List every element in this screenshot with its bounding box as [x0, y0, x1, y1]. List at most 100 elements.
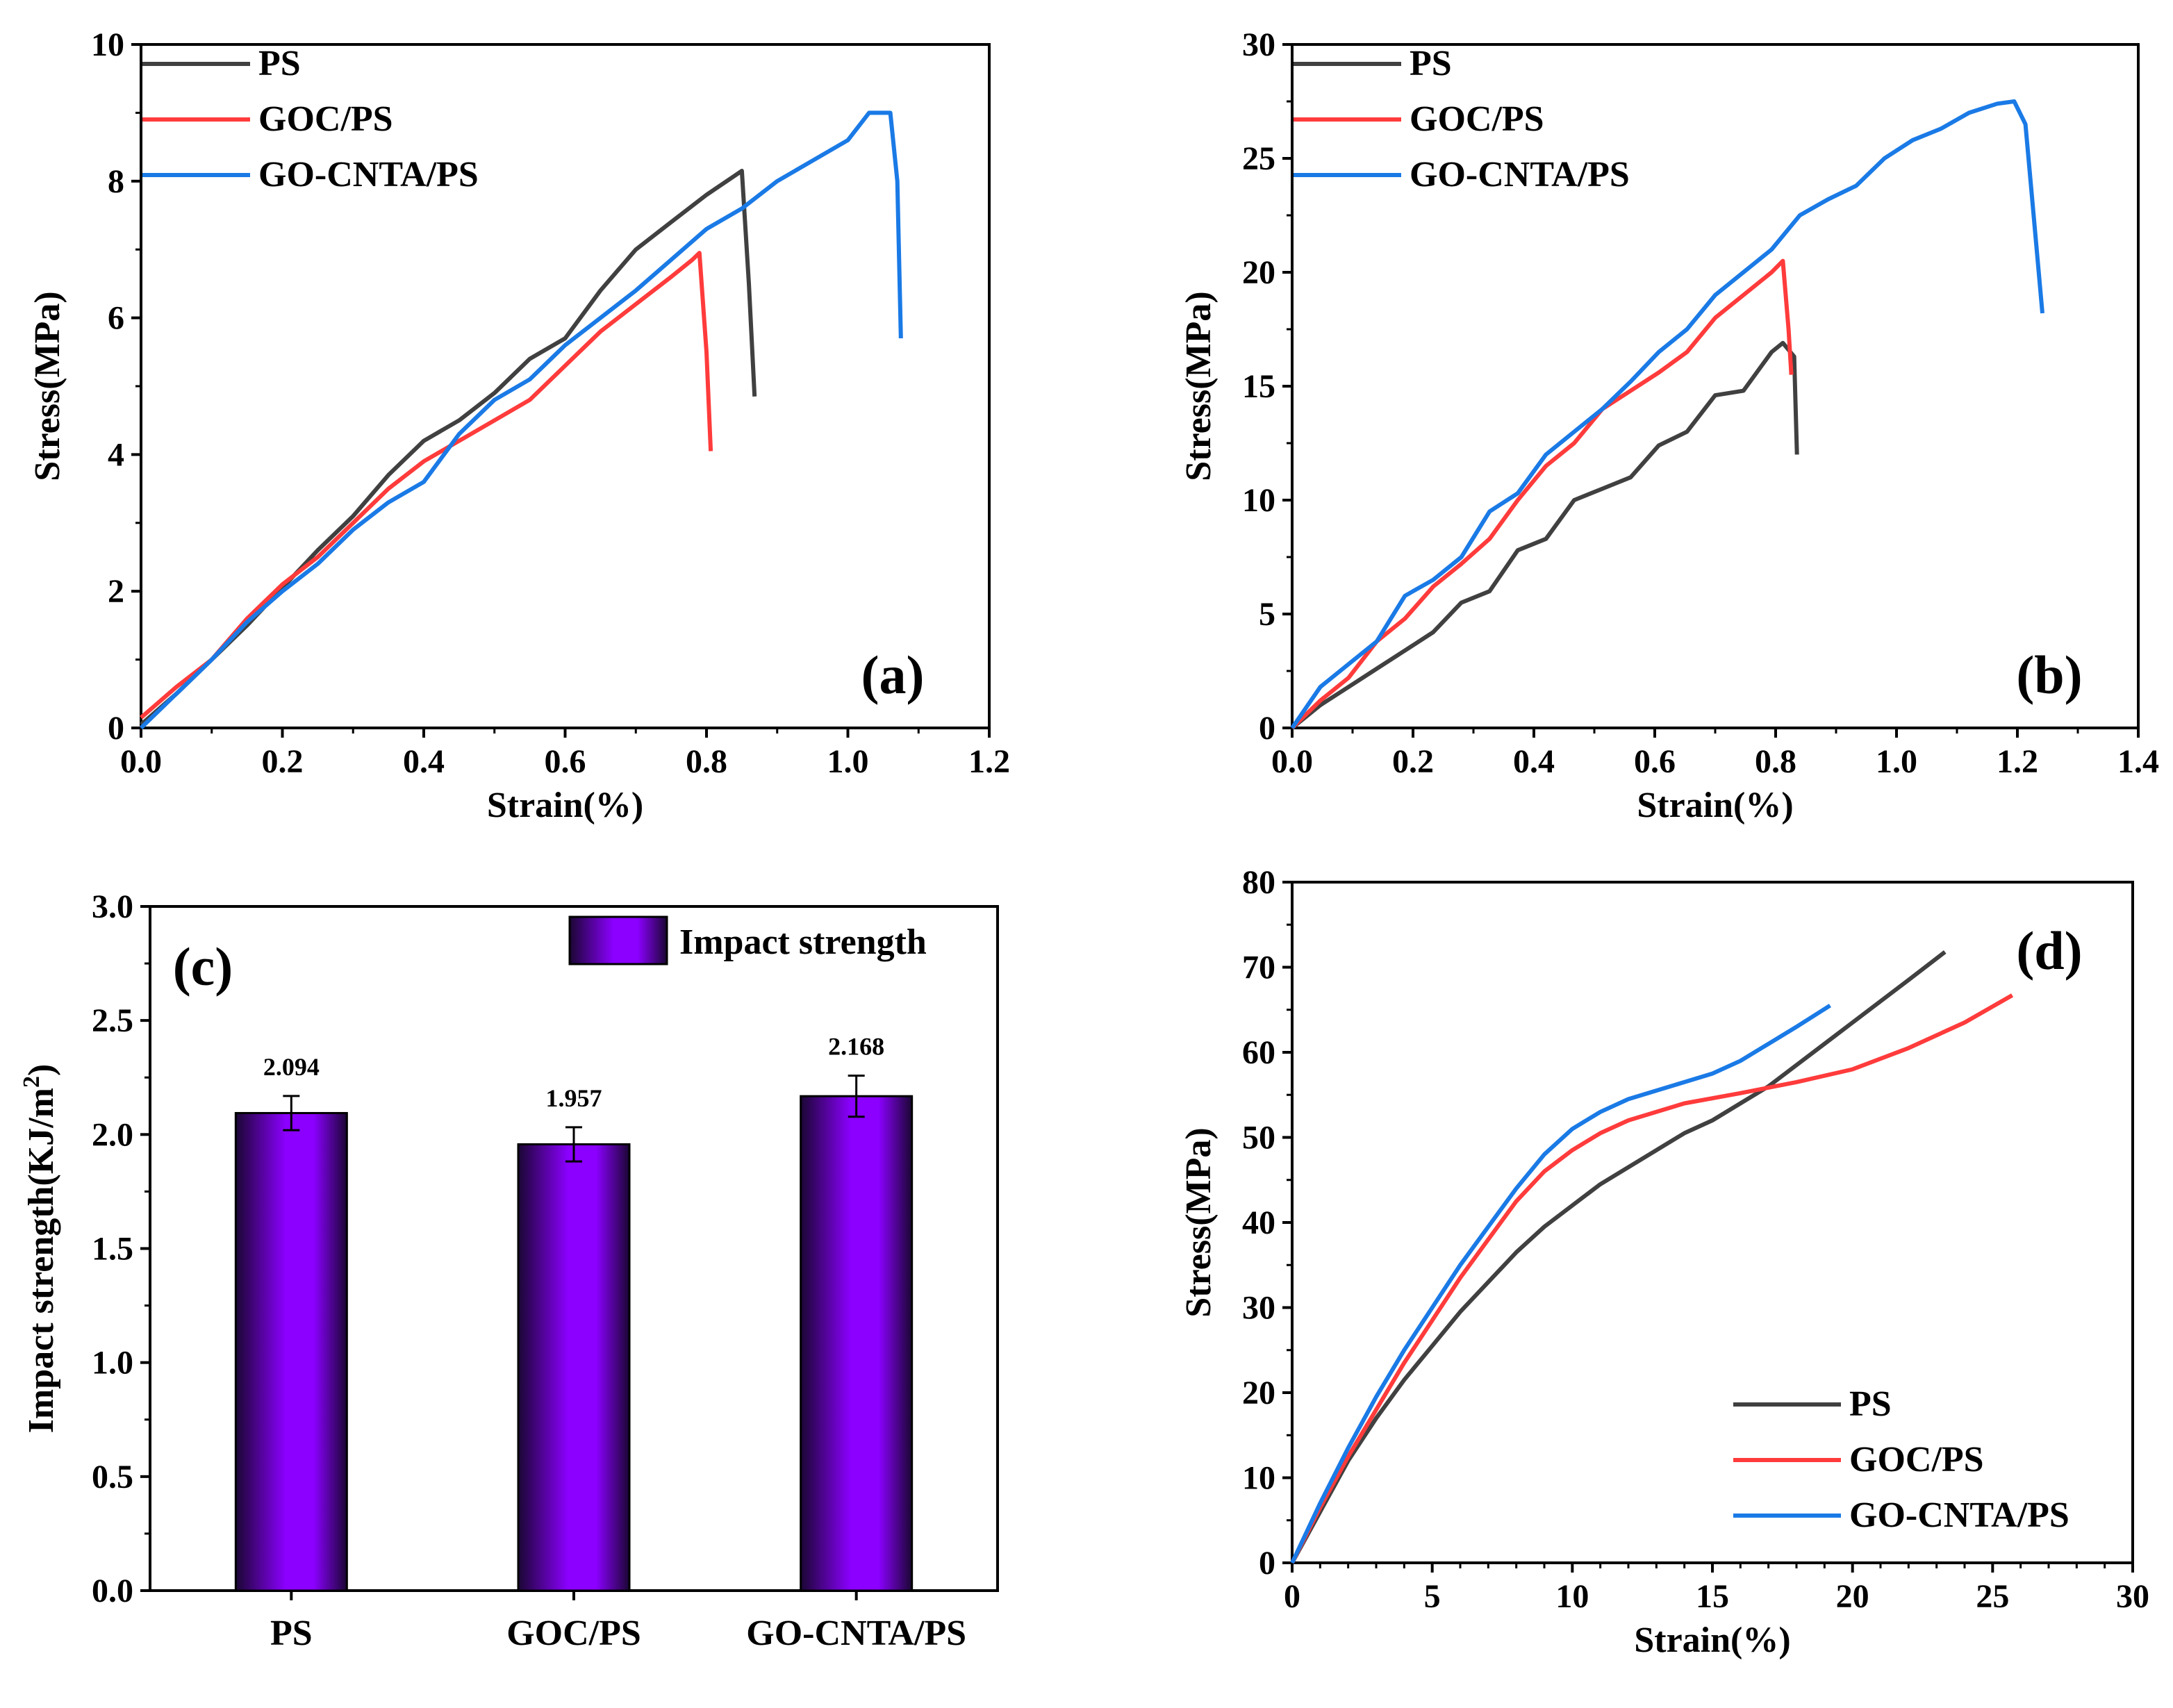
- y-axis-label: Stress(MPa): [28, 291, 67, 481]
- legend-label: Impact strength: [679, 922, 927, 962]
- x-tick-label: 0.8: [686, 743, 727, 780]
- y-tick-label: 30: [1242, 26, 1275, 63]
- bar-value-label: 2.168: [828, 1033, 884, 1061]
- bar: [234, 1111, 348, 1592]
- x-axis-label: Strain(%): [487, 786, 643, 825]
- x-tick-label: 0.6: [1634, 743, 1676, 780]
- y-tick-label: 30: [1242, 1290, 1275, 1327]
- x-tick-label: 0: [1284, 1578, 1300, 1615]
- y-tick-label: 0.5: [92, 1459, 133, 1495]
- series-line-go-cnta-ps: [1290, 99, 2044, 729]
- panel-a-stress-strain: 0.0 0.2 0.4 0.6 0.8 1.0 1.2 0 2 4 6 8 10 Strain(%) Str…: [28, 26, 1010, 825]
- legend-label: GOC/PS: [1849, 1440, 1984, 1479]
- y-axis-label: Stress(MPa): [1179, 291, 1218, 481]
- plot-frame: [1291, 881, 2134, 1564]
- series-line-goc-ps: [1290, 993, 2014, 1564]
- y-tick-label: 2.0: [92, 1116, 133, 1153]
- plot-frame: [1291, 43, 2140, 729]
- plot-frame: [140, 43, 991, 729]
- y-axis-label: Impact strength(KJ/m2): [19, 1064, 61, 1434]
- y-tick-label: 15: [1242, 368, 1275, 405]
- y-tick-label: 20: [1242, 254, 1275, 291]
- y-tick-label: 70: [1242, 950, 1275, 986]
- x-tick-label: 20: [1836, 1578, 1869, 1615]
- y-tick-label: 2.5: [92, 1002, 133, 1039]
- y-tick-label: 5: [1259, 596, 1275, 633]
- legend-label: PS: [1410, 44, 1452, 83]
- x-tick-label: 1.0: [827, 743, 869, 780]
- x-tick-label: 0.6: [545, 743, 586, 780]
- legend-label: GOC/PS: [258, 99, 393, 139]
- y-tick-label: 2: [108, 573, 124, 610]
- series-line-go-cnta-ps: [1290, 1004, 1832, 1564]
- x-tick-label: 25: [1976, 1578, 2009, 1615]
- panel-label: (d): [2016, 920, 2082, 981]
- x-tick-label: 0.8: [1755, 743, 1796, 780]
- x-category-label: GOC/PS: [506, 1614, 641, 1653]
- x-category-label: PS: [270, 1614, 313, 1653]
- x-tick-label: 0.0: [120, 743, 162, 780]
- y-axis-label-sup: 2: [19, 1076, 44, 1088]
- y-axis-label-main: Impact strength(KJ/m: [22, 1088, 61, 1433]
- y-tick-label: 25: [1242, 140, 1275, 177]
- y-tick-label: 0: [1259, 710, 1275, 747]
- bar: [517, 1143, 631, 1592]
- bar-value-label: 2.094: [263, 1053, 320, 1081]
- x-tick-label: 30: [2116, 1578, 2149, 1615]
- y-tick-label: 1.0: [92, 1345, 133, 1382]
- y-axis-label: Stress(MPa): [1179, 1127, 1218, 1317]
- series-line-ps: [1291, 340, 1799, 730]
- y-tick-label: 10: [1242, 482, 1275, 519]
- bar: [800, 1095, 914, 1592]
- x-tick-label: 0.0: [1271, 743, 1313, 780]
- panel-d-stress-strain: 0 5 10 15 20 25 30 0 10 20 30 40 50 60 70 80 Strain(%) St…: [1179, 864, 2149, 1660]
- legend-label: GO-CNTA/PS: [1410, 155, 1630, 194]
- legend-swatch: [568, 915, 668, 965]
- y-tick-label: 6: [108, 300, 124, 337]
- y-tick-label: 50: [1242, 1120, 1275, 1156]
- series-line-goc-ps: [140, 251, 713, 720]
- y-tick-label: 0: [108, 710, 124, 747]
- series-line-goc-ps: [1290, 258, 1794, 730]
- y-tick-label: 10: [91, 26, 124, 63]
- x-axis-label: Strain(%): [1637, 786, 1793, 825]
- x-tick-label: 0.4: [403, 743, 445, 780]
- y-tick-label: 1.5: [92, 1231, 133, 1268]
- panel-label: (c): [173, 936, 233, 997]
- y-tick-label: 0: [1259, 1545, 1275, 1582]
- panel-label: (b): [2016, 645, 2082, 705]
- bar-value-label: 1.957: [546, 1084, 602, 1112]
- y-tick-label: 40: [1242, 1204, 1275, 1241]
- series-line-go-cnta-ps: [139, 110, 903, 730]
- x-category-label: GO-CNTA/PS: [746, 1614, 966, 1653]
- y-tick-label: 4: [108, 436, 124, 473]
- y-tick-label: 3.0: [92, 888, 133, 925]
- legend-label: GO-CNTA/PS: [258, 155, 479, 194]
- x-tick-label: 1.2: [968, 743, 1010, 780]
- legend-label: PS: [258, 44, 301, 83]
- x-tick-label: 1.2: [1997, 743, 2038, 780]
- y-tick-label: 8: [108, 163, 124, 200]
- legend-label: GO-CNTA/PS: [1849, 1495, 2069, 1535]
- panel-label: (a): [861, 645, 925, 705]
- legend-label: GOC/PS: [1410, 99, 1544, 139]
- x-tick-label: 5: [1424, 1578, 1441, 1615]
- series-line-ps: [1290, 950, 1947, 1564]
- x-axis-label: Strain(%): [1634, 1620, 1790, 1660]
- x-tick-label: 0.4: [1513, 743, 1555, 780]
- x-tick-label: 10: [1555, 1578, 1589, 1615]
- y-tick-label: 80: [1242, 864, 1275, 901]
- x-tick-label: 0.2: [1392, 743, 1434, 780]
- legend-label: PS: [1849, 1384, 1892, 1424]
- x-tick-label: 1.4: [2117, 743, 2159, 780]
- y-tick-label: 10: [1242, 1460, 1275, 1497]
- x-tick-label: 0.2: [262, 743, 304, 780]
- y-axis-label-close: ): [22, 1064, 61, 1076]
- x-tick-label: 1.0: [1876, 743, 1917, 780]
- panel-c-impact-strength: 0.0 0.5 1.0 1.5 2.0 2.5 3.0 Impact strength(KJ/…: [19, 888, 999, 1653]
- panel-b-stress-strain: 0.0 0.2 0.4 0.6 0.8 1.0 1.2 1.4 0 5 10 15 20 25 30 Stra…: [1179, 26, 2159, 825]
- y-tick-label: 0.0: [92, 1573, 133, 1609]
- y-tick-label: 60: [1242, 1034, 1275, 1071]
- y-tick-label: 20: [1242, 1375, 1275, 1411]
